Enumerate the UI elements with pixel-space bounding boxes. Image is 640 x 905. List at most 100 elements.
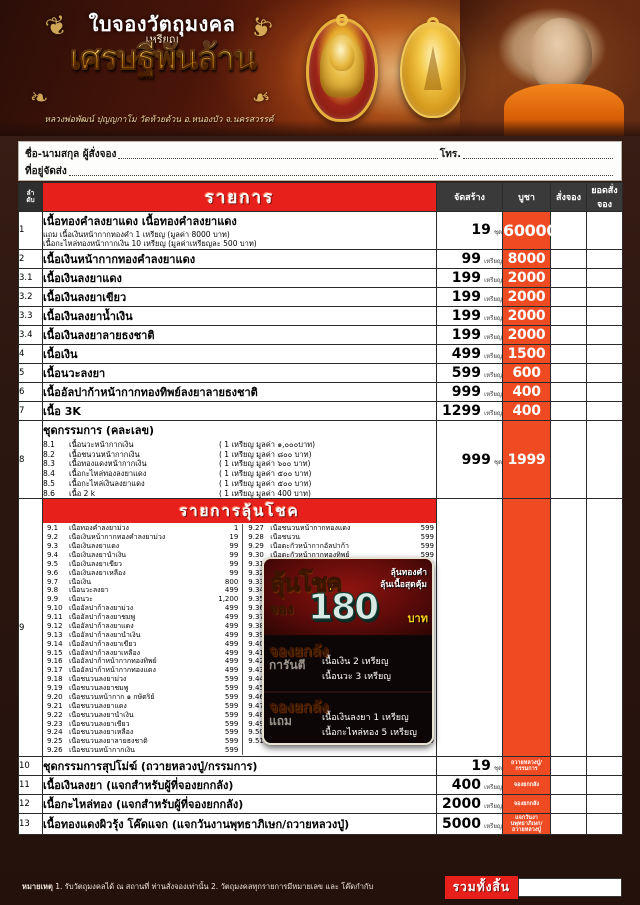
banner-fade xyxy=(0,120,640,136)
lucky-draw-index: 9.35 xyxy=(248,595,264,604)
promo-guarantee-section: จองยกลัง การันตี เนื้อเงิน 2 เหรียญ เนื้อนว… xyxy=(264,637,432,692)
order-input-cell[interactable] xyxy=(550,756,587,776)
order-input-cell[interactable] xyxy=(550,305,587,326)
order-total-cell[interactable] xyxy=(586,794,623,814)
quantity-value: 199 xyxy=(451,269,481,286)
lucky-draw-item: 9.19 เนื้อชนวนลงยาชมพู 599 xyxy=(47,684,238,693)
order-input-cell[interactable] xyxy=(550,343,587,364)
order-total-cell[interactable] xyxy=(586,324,623,345)
item-description: เนื้อเงินลงยาเขียว xyxy=(42,286,437,307)
order-total-cell[interactable] xyxy=(586,400,623,421)
lucky-draw-name: เนื้อเงินหน้ากากทองคำลงยาม่วง xyxy=(69,533,166,542)
lucky-draw-value: 499 xyxy=(224,648,239,657)
lucky-draw-item: 9.15 เนื้ออัลปาก้าลงยาเหลือง 499 xyxy=(47,649,238,658)
customer-name-input[interactable] xyxy=(118,158,438,159)
price-note-line: กรรมการ xyxy=(515,766,538,772)
order-input-cell[interactable] xyxy=(550,267,587,288)
amulet-loop-icon xyxy=(427,17,439,29)
table-row: 3.3 เนื้อเงินลงยาน้ำเงิน 199 เหรียญ 2000 xyxy=(18,305,623,326)
combo-list: 8.1 เนื้อนวะหน้ากากเงิน ( 1 เหรียญ มูลค่า … xyxy=(43,440,436,499)
lucky-draw-value: 1 xyxy=(233,524,239,533)
promo-subtitle-2: ลุ้นเนื้อสุดคุ้ม xyxy=(380,580,427,591)
lucky-draw-value: 499 xyxy=(224,613,239,621)
order-input-cell[interactable] xyxy=(550,248,587,269)
order-total-cell[interactable] xyxy=(586,286,623,307)
order-total-cell[interactable] xyxy=(586,419,623,500)
lucky-draw-value: 599 xyxy=(224,746,239,755)
item-description: เนื้อเงินลงยาลายธงชาติ xyxy=(42,324,437,345)
order-input-cell[interactable] xyxy=(550,286,587,307)
item-price: 60000 xyxy=(502,211,557,250)
promo-bonus-section: จองยกลัง แถม เนื้อเงินลงยา 1 เหรียญ เนื้อกะ… xyxy=(264,691,432,744)
item-description: เนื้ออัลปาก้าหน้ากากทองทิพย์ลงยาลายธงชาต… xyxy=(42,381,437,402)
order-total-cell[interactable] xyxy=(586,498,623,757)
order-total-cell[interactable] xyxy=(586,812,623,836)
lucky-draw-value: 99 xyxy=(229,568,239,577)
order-total-cell[interactable] xyxy=(586,362,623,383)
customer-address-row: ที่อยู่จัดส่ง xyxy=(25,162,615,179)
order-total-cell[interactable] xyxy=(586,775,623,795)
lucky-draw-name: เนื้อชนวนลงยาลายธงชาติ xyxy=(69,737,148,746)
lucky-draw-index: 9.23 xyxy=(47,719,63,728)
order-input-cell[interactable] xyxy=(550,775,587,795)
item-quantity: 5000 เหรียญ xyxy=(436,812,503,836)
lucky-draw-index: 9.50 xyxy=(248,728,264,737)
order-input-cell[interactable] xyxy=(550,498,587,757)
item-price xyxy=(502,498,551,757)
order-total-cell[interactable] xyxy=(586,381,623,402)
order-input-cell[interactable] xyxy=(550,419,587,500)
lucky-draw-item: 9.23 เนื้อชนวนลงยาเขียว 599 xyxy=(47,720,238,729)
customer-phone-input[interactable] xyxy=(463,158,613,159)
footer-note-label: หมายเหตุ xyxy=(22,882,53,891)
price-note-line: จองยกกลัง xyxy=(513,781,540,788)
lucky-draw-index: 9.25 xyxy=(47,737,63,746)
quantity-unit: เหรียญ xyxy=(484,371,502,379)
combo-line: 8.6 เนื้อ 2 k ( 1 เหรียญ มูลค่า 400 บาท) xyxy=(43,489,436,499)
grand-total-input[interactable] xyxy=(518,877,622,897)
lucky-draw-item: 9.29 เนื้อตะกั่วหน้ากากอัลปาก้า 599 xyxy=(248,542,434,551)
quantity-unit: เหรียญ xyxy=(484,276,502,284)
order-input-cell[interactable] xyxy=(550,381,587,402)
quantity-value: 199 xyxy=(451,326,481,343)
combo-line: 8.2 เนื้อชนวนหน้ากากเงิน ( 1 เหรียญ มูลค่า… xyxy=(43,450,436,460)
item-number: 9 xyxy=(18,498,43,757)
promo-guarantee-line1: เนื้อเงิน 2 เหรียญ xyxy=(322,657,389,668)
lucky-draw-name: เนื้อชนวนลงยาน้ำเงิน xyxy=(69,710,134,719)
item-number: 3.1 xyxy=(18,267,43,288)
lucky-draw-name: เนื้อทองคำลงยาม่วง xyxy=(69,524,129,533)
lucky-draw-name: เนื้อชนวน xyxy=(270,533,300,542)
lucky-draw-index: 9.7 xyxy=(47,577,59,586)
lucky-draw-index: 9.43 xyxy=(248,666,264,675)
item-description: เนื้อเงินหน้ากากทองคำลงยาแดง xyxy=(42,248,437,269)
quantity-unit: ชุด xyxy=(494,458,502,466)
lucky-draw-value: 499 xyxy=(224,621,239,630)
order-input-cell[interactable] xyxy=(550,794,587,814)
order-total-cell[interactable] xyxy=(586,343,623,364)
promo-guarantee-title: จองยกลัง xyxy=(269,642,329,661)
promo-bonus-title: จองยกลัง xyxy=(269,698,329,717)
order-total-cell[interactable] xyxy=(586,756,623,776)
lucky-draw-value: 599 xyxy=(224,692,239,701)
item-price: 1999 xyxy=(502,419,551,500)
combo-line: 8.3 เนื้อทองแดงหน้ากากเงิน ( 1 เหรียญ มูลค… xyxy=(43,459,436,469)
combo-value: ( 1 เหรียญ มูลค่า ๑,๐๐๐บาท) xyxy=(219,439,316,449)
lucky-draw-name: เนื้ออัลปาก้าลงยาชมพู xyxy=(69,613,136,621)
lucky-draw-item: 9.27 เนื้อชนวนหน้ากากทองแดง 599 xyxy=(248,524,434,533)
order-input-cell[interactable] xyxy=(550,400,587,421)
order-total-cell[interactable] xyxy=(586,211,623,250)
lucky-draw-value: 599 xyxy=(420,533,434,542)
order-total-cell[interactable] xyxy=(586,305,623,326)
quantity-unit: ชุด xyxy=(494,229,502,237)
order-total-cell[interactable] xyxy=(586,267,623,288)
lucky-draw-index: 9.2 xyxy=(47,533,59,542)
customer-address-input[interactable] xyxy=(68,175,613,176)
form-footer: หมายเหตุ 1. รับวัตถุมงคลได้ ณ สถานที่ ท่… xyxy=(18,875,622,899)
order-input-cell[interactable] xyxy=(550,324,587,345)
item-quantity: 400 เหรียญ xyxy=(436,775,503,795)
lucky-draw-index: 9.45 xyxy=(248,684,264,692)
item-description: เนื้อ 3K xyxy=(42,400,437,421)
order-total-cell[interactable] xyxy=(586,248,623,269)
order-input-cell[interactable] xyxy=(550,362,587,383)
order-input-cell[interactable] xyxy=(550,812,587,836)
